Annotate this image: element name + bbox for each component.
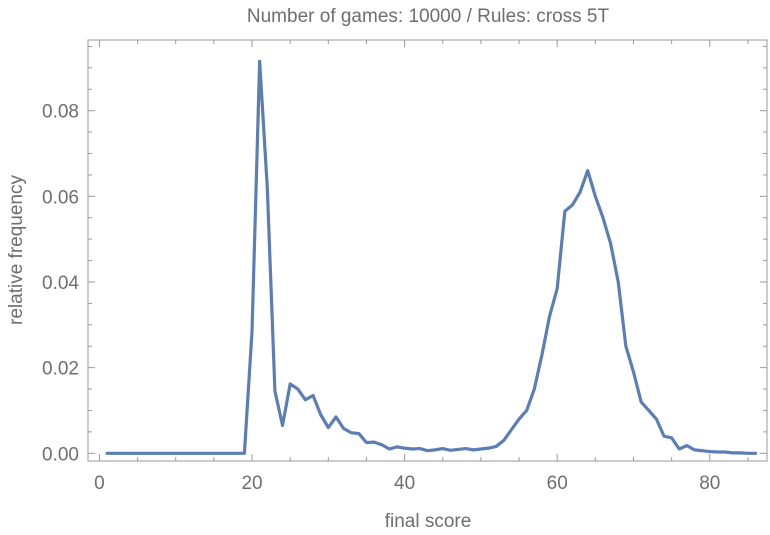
x-tick-label: 0: [94, 473, 105, 494]
y-tick-label: 0.04: [42, 273, 79, 294]
y-tick-label: 0.08: [42, 102, 79, 123]
x-tick-label: 40: [394, 473, 415, 494]
y-axis-label: relative frequency: [6, 175, 27, 325]
plot-frame: [87, 39, 768, 462]
axis-tick-labels: 0 20 40 60 80 0.00 0.02 0.04 0.06 0.08: [42, 102, 720, 494]
x-tick-label: 20: [241, 473, 262, 494]
axis-ticks: [88, 40, 767, 461]
x-axis-label: final score: [385, 511, 472, 532]
y-tick-label: 0.06: [42, 187, 79, 208]
x-tick-label: 80: [699, 473, 720, 494]
y-tick-label: 0.00: [42, 444, 79, 465]
series-line: [105, 59, 758, 455]
x-tick-label: 60: [547, 473, 568, 494]
chart-title: Number of games: 10000 / Rules: cross 5T: [247, 6, 610, 27]
y-tick-label: 0.02: [42, 359, 79, 380]
